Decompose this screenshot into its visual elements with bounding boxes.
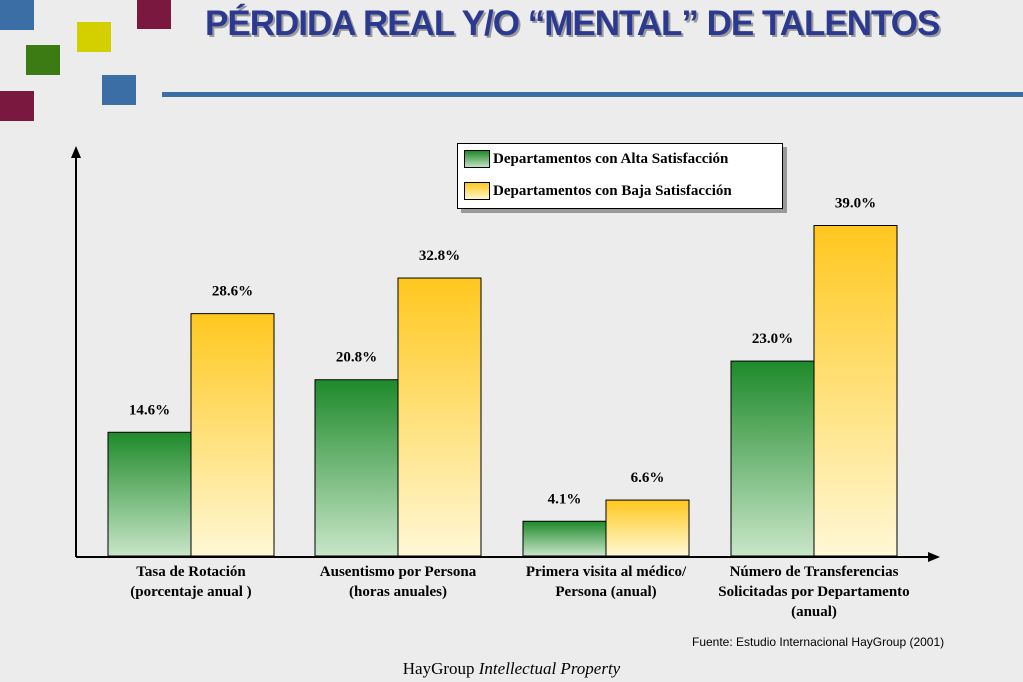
legend-label-low: Departamentos con Baja Satisfacción [493, 182, 732, 199]
value-labels-group: 14.6% 20.8% 4.1% 23.0% 28.6% 32.8% 6.6% 39.0% [129, 196, 876, 508]
green-square [26, 45, 60, 75]
value-label-high-1: 20.8% [336, 350, 377, 366]
value-label-low-0: 28.6% [212, 284, 253, 300]
footer-tagline: Intellectual Property [478, 659, 621, 678]
category-label-1-line-1: (horas anuales) [349, 584, 447, 600]
x-axis-arrow [928, 552, 940, 562]
category-label-1-line-0: Ausentismo por Persona [320, 564, 477, 580]
bar-low-1 [397, 277, 482, 557]
category-label-3-line-2: (anual) [791, 604, 837, 620]
value-label-low-2: 6.6% [631, 470, 665, 486]
maroon-square-top [137, 0, 171, 29]
bars-group [107, 225, 898, 557]
bar-low-3 [813, 225, 898, 557]
yellow-square [77, 22, 111, 52]
value-label-low-1: 32.8% [419, 248, 460, 264]
bar-high-3 [730, 360, 815, 557]
category-label-2-line-1: Persona (anual) [555, 584, 656, 600]
source-note: Fuente: Estudio Internacional HayGroup (… [692, 635, 945, 649]
bar-high-0 [107, 431, 192, 557]
legend-swatch-yellow [464, 182, 490, 200]
category-label-2-line-0: Primera visita al médico/ [526, 564, 687, 580]
bar-high-1 [314, 379, 399, 557]
blue-square-top-left [0, 0, 34, 30]
y-axis-arrow [71, 146, 81, 158]
category-label-3-line-1: Solicitadas por Departamento [718, 584, 909, 600]
value-label-high-2: 4.1% [548, 491, 582, 507]
footer: HayGroup Intellectual Property [0, 659, 1023, 679]
maroon-square-bottom [0, 91, 34, 121]
legend-label-high: Departamentos con Alta Satisfacción [493, 150, 729, 167]
page-title: PÉRDIDA REAL Y/O “MENTAL” DE TALENTOS [205, 4, 940, 43]
category-label-3-line-0: Número de Transferencias [730, 564, 899, 580]
value-label-low-3: 39.0% [835, 196, 876, 212]
blue-square-right [102, 75, 136, 105]
bar-high-2 [522, 520, 607, 557]
legend: Departamentos con Alta Satisfacción Depa… [457, 143, 783, 209]
legend-item-high: Departamentos con Alta Satisfacción [464, 149, 728, 169]
category-labels-group: Tasa de Rotación (porcentaje anual ) Ausen… [130, 564, 909, 620]
bar-low-2 [605, 499, 690, 557]
footer-brand: HayGroup [402, 659, 475, 678]
bar-low-0 [190, 313, 275, 557]
legend-item-low: Departamentos con Baja Satisfacción [464, 181, 732, 201]
legend-swatch-green [464, 150, 490, 168]
title-rule [162, 92, 1023, 97]
value-label-high-3: 23.0% [752, 331, 793, 347]
value-label-high-0: 14.6% [129, 402, 170, 418]
axes [71, 146, 940, 562]
category-label-0-line-1: (porcentaje anual ) [130, 584, 251, 600]
category-label-0-line-0: Tasa de Rotación [136, 564, 246, 580]
